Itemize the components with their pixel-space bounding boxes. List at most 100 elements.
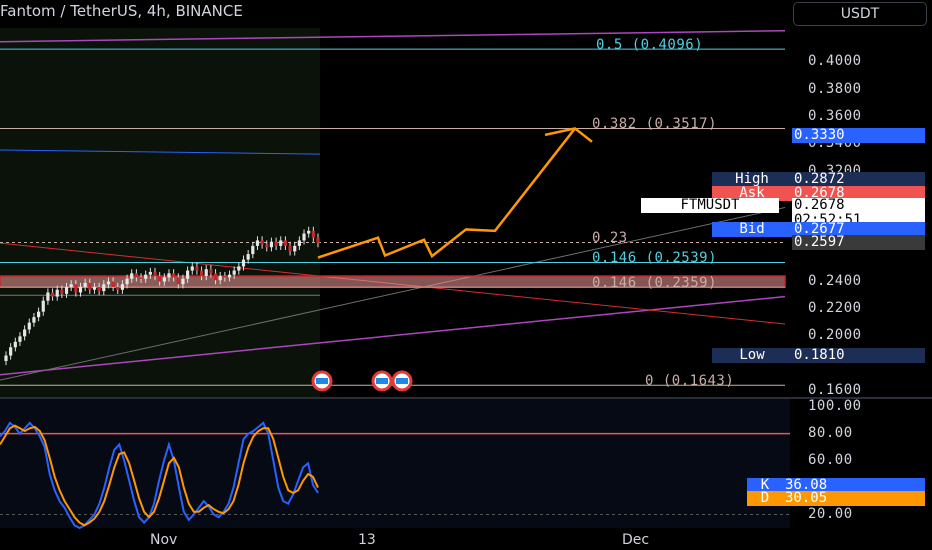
candle-body bbox=[255, 240, 260, 246]
bid-tag-label: Bid bbox=[712, 222, 792, 237]
candle-body bbox=[172, 273, 176, 278]
candle-body bbox=[18, 336, 22, 342]
candle-body bbox=[153, 271, 157, 277]
candle-body bbox=[241, 259, 246, 267]
stochastic-oscillator bbox=[0, 421, 790, 530]
candle-body bbox=[144, 274, 148, 279]
y-tick: 0.2000 bbox=[808, 327, 862, 344]
candle-body bbox=[27, 322, 31, 330]
low-tag: Low 0.1810 bbox=[712, 348, 925, 363]
osc-tag-d: D 30.05 bbox=[747, 491, 925, 506]
osc-y-tick: 20.00 bbox=[808, 505, 853, 522]
y-tick: 0.2400 bbox=[808, 272, 862, 289]
series-k bbox=[0, 421, 319, 530]
candle-body bbox=[237, 266, 241, 271]
projection-path bbox=[311, 127, 593, 392]
fib-label: 0.382 (0.3517) bbox=[592, 116, 718, 133]
candle-body bbox=[227, 274, 232, 278]
bid-tag-value: 0.2677 bbox=[792, 222, 925, 237]
fib-label: 0 (0.1643) bbox=[645, 373, 735, 390]
osc-y-tick: 80.00 bbox=[808, 424, 853, 441]
candle-body bbox=[50, 292, 55, 297]
osc-y-tick: 60.00 bbox=[808, 451, 853, 468]
candle-body bbox=[199, 270, 204, 277]
osc-tag-value: 30.05 bbox=[783, 491, 925, 506]
candle-body bbox=[23, 329, 27, 337]
candle-body bbox=[209, 269, 213, 274]
candle-body bbox=[4, 355, 8, 361]
candle-body bbox=[97, 287, 101, 292]
projection-line bbox=[317, 127, 576, 259]
candle-body bbox=[213, 273, 218, 281]
candle-body bbox=[293, 245, 297, 252]
candle-body bbox=[265, 244, 269, 248]
high-tag-value: 0.2872 bbox=[792, 172, 925, 187]
price-line bbox=[0, 149, 321, 155]
highlight-zone bbox=[0, 28, 320, 398]
news-flag-icon bbox=[396, 378, 408, 384]
candle-body bbox=[181, 278, 185, 285]
candle-body bbox=[78, 287, 83, 293]
candle-body bbox=[288, 245, 292, 252]
candle-body bbox=[148, 271, 152, 275]
candle-body bbox=[302, 233, 306, 241]
oscillator-background bbox=[0, 398, 790, 528]
candle-body bbox=[316, 237, 320, 244]
osc-tag-k: K 36.08 bbox=[747, 478, 925, 493]
candle-body bbox=[69, 284, 73, 287]
fib-label: 0.146 (0.2359) bbox=[592, 275, 718, 292]
candle-body bbox=[134, 273, 138, 278]
candle-body bbox=[158, 276, 162, 282]
candle-body bbox=[311, 230, 315, 238]
candle-body bbox=[297, 240, 301, 246]
candle-body bbox=[46, 292, 50, 301]
symbol-tag-label: FTMUSDT bbox=[641, 198, 779, 213]
currency-button[interactable]: USDT bbox=[793, 2, 927, 26]
candle-body bbox=[32, 317, 36, 323]
candle-body bbox=[41, 300, 45, 312]
candle-body bbox=[279, 240, 283, 246]
candle-body bbox=[190, 266, 194, 271]
candles bbox=[4, 226, 320, 366]
x-tick: Nov bbox=[150, 532, 178, 548]
symbol-tag-value: 0.2678 bbox=[792, 198, 925, 213]
high-tag-label: High bbox=[712, 172, 792, 187]
bid-tag: Bid 0.2677 bbox=[712, 222, 925, 237]
y-tick: 0.3800 bbox=[808, 80, 862, 97]
trendline bbox=[0, 295, 786, 376]
candle-body bbox=[102, 284, 106, 292]
x-tick: 13 bbox=[358, 532, 376, 548]
candle-body bbox=[195, 266, 199, 271]
line-tag-value: 0.3330 bbox=[792, 128, 925, 143]
candle-body bbox=[116, 287, 120, 290]
candle-body bbox=[92, 287, 97, 290]
candle-body bbox=[223, 276, 227, 278]
candle-body bbox=[283, 240, 288, 246]
candle-body bbox=[139, 277, 143, 279]
high-tag: High 0.2872 bbox=[712, 172, 925, 187]
candle-body bbox=[162, 277, 166, 282]
candle-body bbox=[64, 287, 69, 294]
candle-body bbox=[88, 282, 92, 290]
osc-y-tick: 100.00 bbox=[808, 397, 862, 414]
candle-body bbox=[251, 245, 255, 255]
candle-body bbox=[167, 273, 171, 278]
candle-body bbox=[186, 270, 190, 279]
candle-body bbox=[74, 284, 78, 293]
candle-body bbox=[307, 230, 311, 234]
fib-label: 0.146 (0.2539) bbox=[592, 250, 718, 267]
y-tick: 0.4000 bbox=[808, 53, 862, 70]
candle-body bbox=[232, 270, 236, 275]
candle-body bbox=[9, 347, 13, 356]
chart-title: Fantom / TetherUS, 4h, BINANCE bbox=[0, 2, 243, 20]
trendline bbox=[0, 207, 786, 381]
y-tick: 0.3600 bbox=[808, 108, 862, 125]
ask-tag: Ask 0.2678 bbox=[712, 186, 925, 201]
candle-body bbox=[83, 282, 87, 287]
candle-body bbox=[60, 289, 64, 294]
candle-body bbox=[125, 278, 129, 285]
candle-body bbox=[130, 273, 134, 279]
level-tag: 0.2597 bbox=[792, 235, 925, 250]
news-flag-icon bbox=[376, 378, 388, 384]
